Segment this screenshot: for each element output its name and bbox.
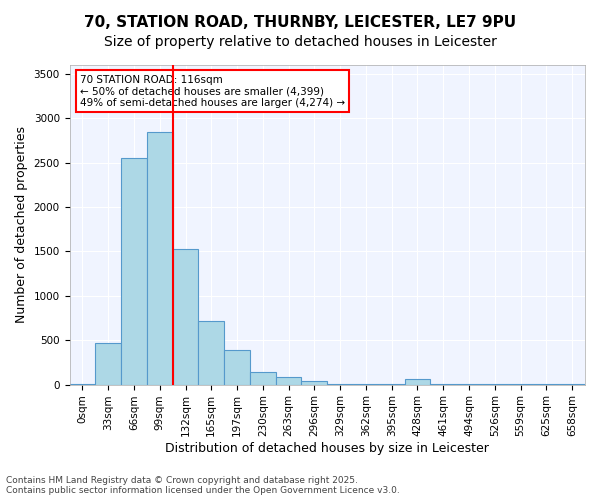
Text: 70, STATION ROAD, THURNBY, LEICESTER, LE7 9PU: 70, STATION ROAD, THURNBY, LEICESTER, LE…: [84, 15, 516, 30]
Bar: [276, 376, 301, 384]
Bar: [404, 379, 430, 384]
Bar: [95, 343, 121, 384]
Y-axis label: Number of detached properties: Number of detached properties: [15, 126, 28, 324]
Bar: [250, 372, 276, 384]
Bar: [173, 249, 199, 384]
Text: Size of property relative to detached houses in Leicester: Size of property relative to detached ho…: [104, 35, 496, 49]
Bar: [199, 320, 224, 384]
Text: 70 STATION ROAD: 116sqm
← 50% of detached houses are smaller (4,399)
49% of semi: 70 STATION ROAD: 116sqm ← 50% of detache…: [80, 74, 345, 108]
Bar: [301, 380, 327, 384]
X-axis label: Distribution of detached houses by size in Leicester: Distribution of detached houses by size …: [166, 442, 489, 455]
Bar: [147, 132, 173, 384]
Text: Contains HM Land Registry data © Crown copyright and database right 2025.
Contai: Contains HM Land Registry data © Crown c…: [6, 476, 400, 495]
Bar: [224, 350, 250, 384]
Bar: [121, 158, 147, 384]
